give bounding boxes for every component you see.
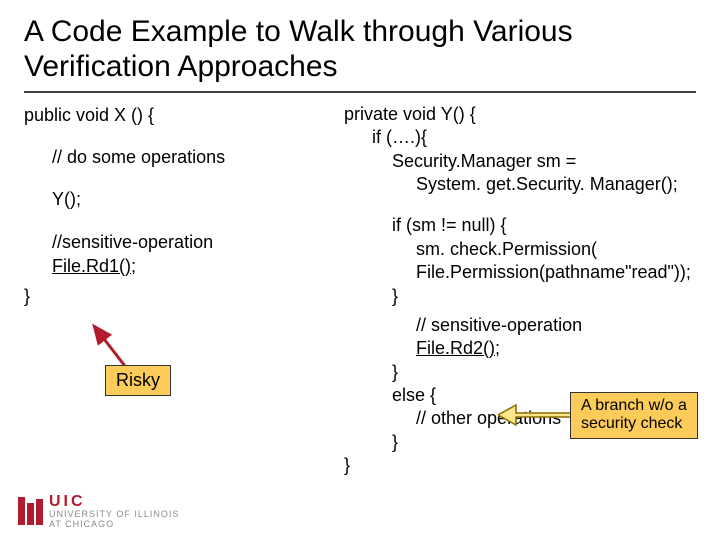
code-line: System. get.Security. Manager(); <box>344 173 696 196</box>
risky-callout: Risky <box>105 365 171 396</box>
left-code-column: public void X () { // do some operations… <box>24 103 334 478</box>
logo-sub1: UNIVERSITY OF ILLINOIS <box>49 509 179 519</box>
uic-logo: UIC UNIVERSITY OF ILLINOIS AT CHICAGO <box>18 493 179 530</box>
logo-text: UIC UNIVERSITY OF ILLINOIS AT CHICAGO <box>49 493 179 530</box>
logo-sub2: AT CHICAGO <box>49 519 114 529</box>
code-line: sm. check.Permission( <box>344 238 696 261</box>
code-line: //sensitive-operation <box>24 230 334 254</box>
code-line: } <box>344 361 696 384</box>
code-line: } <box>344 285 696 308</box>
code-line: // do some operations <box>24 145 334 169</box>
callout-text: Risky <box>116 370 160 390</box>
code-line: private void Y() { <box>344 103 696 126</box>
logo-mark-icon <box>18 497 43 525</box>
code-line: Y(); <box>24 187 334 211</box>
code-line: } <box>344 454 696 477</box>
code-line: if (sm != null) { <box>344 214 696 237</box>
code-line: if (….){ <box>344 126 696 149</box>
code-line: } <box>24 284 334 308</box>
code-line: public void X () { <box>24 103 334 127</box>
code-line: File.Rd1(); <box>24 254 334 278</box>
code-line: File.Permission(pathname"read")); <box>344 261 696 284</box>
code-line: // sensitive-operation <box>344 314 696 337</box>
code-line: File.Rd2(); <box>344 337 696 360</box>
callout-text: security check <box>581 415 687 433</box>
callout-text: A branch w/o a <box>581 397 687 415</box>
branch-callout: A branch w/o a security check <box>570 392 698 439</box>
slide-title: A Code Example to Walk through Various V… <box>24 14 696 85</box>
code-line: Security.Manager sm = <box>344 150 696 173</box>
title-container: A Code Example to Walk through Various V… <box>24 14 696 93</box>
logo-uic: UIC <box>49 493 179 511</box>
